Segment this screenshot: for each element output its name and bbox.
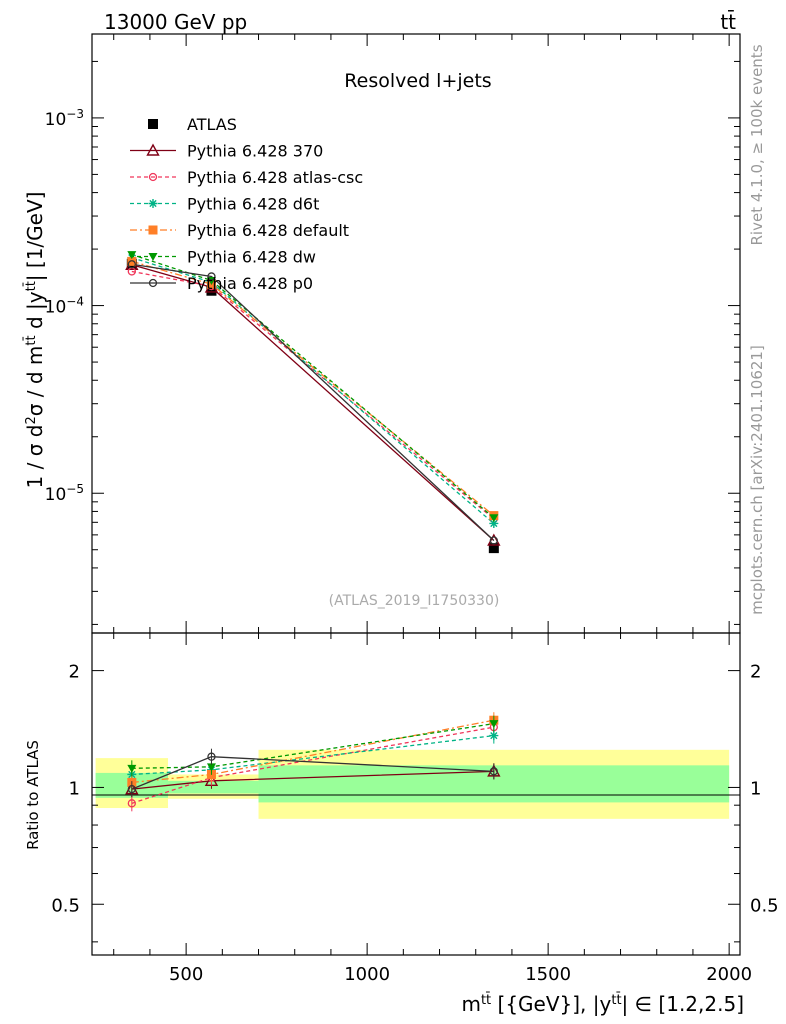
ratio-ytick-label-right: 2 bbox=[750, 662, 761, 683]
mcplots-reference-label: mcplots.cern.ch [arXiv:2401.10621] bbox=[748, 345, 766, 615]
x-axis-label: mtt̄ [{GeV}], |ytt̄| ∈ [1.2,2.5] bbox=[461, 992, 744, 1016]
ratio-marker-pythia-6-428-p0-1 bbox=[127, 784, 136, 794]
ratio-marker-pythia-6-428-d6t-3 bbox=[489, 731, 499, 741]
ratio-y-ticks: 0.5 0.5 1 1 2 2 bbox=[51, 662, 779, 943]
main-ytick-label-exponent: −3 bbox=[66, 107, 84, 121]
main-ytick-label: 10−3 bbox=[45, 107, 84, 130]
ratio-marker-pythia-6-428-p0-2 bbox=[207, 752, 216, 761]
ratio-y-axis-label: Ratio to ATLAS bbox=[24, 740, 42, 850]
main-ytick-label-base: 10 bbox=[45, 485, 67, 505]
ratio-series-markers bbox=[125, 712, 501, 812]
legend-marker-pythia-6-428-dw bbox=[148, 253, 158, 261]
ratio-band-inner-2 bbox=[168, 780, 259, 794]
legend-label-pythia-6-428-d6t: Pythia 6.428 d6t bbox=[187, 195, 319, 214]
main-line-pythia-6-428-370 bbox=[131, 264, 495, 541]
main-y-ticks: 10−510−410−3 bbox=[45, 60, 740, 625]
main-series-lines bbox=[131, 253, 495, 541]
analysis-watermark: (ATLAS_2019_I1750330) bbox=[329, 593, 500, 609]
x-tick-label: 1500 bbox=[525, 964, 571, 985]
ratio-plot-frame bbox=[91, 632, 741, 956]
legend-label-pythia-6-428-370: Pythia 6.428 370 bbox=[187, 142, 323, 161]
main-line-pythia-6-428-d6t bbox=[131, 257, 495, 524]
main-y-axis-label: 1 / σ d2σ / d mtt̄ d |ytt̄| [1/GeV] bbox=[23, 192, 47, 489]
main-marker-pythia-6-428-p0-1 bbox=[127, 260, 136, 269]
ratio-marker-pythia-6-428-dw-3 bbox=[489, 720, 499, 729]
ratio-ytick-label: 0.5 bbox=[51, 895, 80, 916]
legend-label-pythia-6-428-p0: Pythia 6.428 p0 bbox=[187, 274, 313, 293]
ratio-marker-pythia-6-428-atlas-csc-1 bbox=[127, 799, 136, 808]
x-tick-label: 1000 bbox=[344, 964, 390, 985]
main-marker-pythia-6-428-dw-1 bbox=[127, 251, 137, 260]
main-line-pythia-6-428-atlas-csc bbox=[131, 270, 495, 520]
header-process-label: 13000 GeV pp bbox=[104, 10, 247, 34]
ratio-ytick-label: 2 bbox=[69, 662, 80, 683]
main-ytick-label-exponent: −4 bbox=[66, 295, 84, 309]
legend-marker-pythia-6-428-370 bbox=[146, 143, 160, 156]
main-ytick-label-base: 10 bbox=[45, 110, 67, 130]
main-marker-pythia-6-428-d6t-3 bbox=[489, 518, 499, 528]
ratio-ytick-label-right: 0.5 bbox=[750, 895, 779, 916]
main-line-pythia-6-428-dw bbox=[131, 253, 495, 519]
main-series-markers bbox=[125, 251, 501, 554]
ratio-ytick-label: 1 bbox=[69, 778, 80, 799]
main-marker-atlas-3 bbox=[488, 543, 499, 554]
legend-marker-pythia-6-428-p0 bbox=[148, 278, 158, 288]
legend: ATLAS Pythia 6.428 370 Pythia 6.428 atlas-… bbox=[130, 115, 363, 293]
legend-marker-pythia-6-428-default bbox=[148, 225, 158, 235]
main-marker-atlas-2 bbox=[206, 285, 217, 296]
legend-marker-pythia-6-428-d6t bbox=[148, 199, 158, 208]
ratio-line-pythia-6-428-atlas-csc bbox=[131, 726, 494, 804]
main-marker-pythia-6-428-dw-3 bbox=[489, 514, 499, 523]
legend-label-pythia-6-428-default: Pythia 6.428 default bbox=[187, 221, 349, 240]
x-tick-label: 2000 bbox=[706, 964, 752, 985]
main-marker-pythia-6-428-p0-2 bbox=[207, 272, 216, 281]
x-tick-label: 500 bbox=[169, 964, 203, 985]
rivet-version-label: Rivet 4.1.0, ≥ 100k events bbox=[748, 44, 766, 245]
legend-label-pythia-6-428-atlas-csc: Pythia 6.428 atlas-csc bbox=[187, 168, 363, 187]
main-panel: 10−510−410−3 Resolved l+jets (ATLAS_2019… bbox=[23, 33, 741, 634]
legend-marker-atlas bbox=[148, 119, 158, 129]
main-panel-title: Resolved l+jets bbox=[344, 70, 491, 92]
main-line-pythia-6-428-p0 bbox=[131, 263, 495, 541]
main-x-ticks bbox=[113, 34, 730, 633]
ratio-uncertainty-bands bbox=[95, 749, 730, 819]
legend-marker-pythia-6-428-atlas-csc bbox=[148, 172, 158, 182]
ratio-x-ticks: 500 1000 1500 2000 bbox=[113, 633, 752, 985]
legend-label-atlas: ATLAS bbox=[187, 115, 237, 134]
header-final-state-label: tt̄ bbox=[720, 9, 736, 34]
main-line-pythia-6-428-default bbox=[131, 260, 495, 517]
ratio-marker-pythia-6-428-dw-2 bbox=[206, 763, 216, 772]
main-ytick-label-base: 10 bbox=[45, 298, 67, 318]
ratio-panel: 0.5 0.5 1 1 2 2 500 1000 1500 2000 Ratio to ATLA… bbox=[24, 632, 779, 1016]
ratio-ytick-label-right: 1 bbox=[750, 778, 761, 799]
main-ytick-label: 10−4 bbox=[45, 295, 84, 318]
main-marker-pythia-6-428-370-3 bbox=[487, 533, 501, 546]
main-ytick-label: 10−5 bbox=[45, 482, 84, 505]
legend-label-pythia-6-428-dw: Pythia 6.428 dw bbox=[187, 248, 316, 267]
main-marker-pythia-6-428-p0-3 bbox=[489, 536, 498, 545]
main-ytick-label-exponent: −5 bbox=[66, 482, 84, 496]
ratio-marker-pythia-6-428-p0-3 bbox=[489, 767, 498, 776]
ratio-marker-pythia-6-428-dw-1 bbox=[127, 764, 137, 773]
